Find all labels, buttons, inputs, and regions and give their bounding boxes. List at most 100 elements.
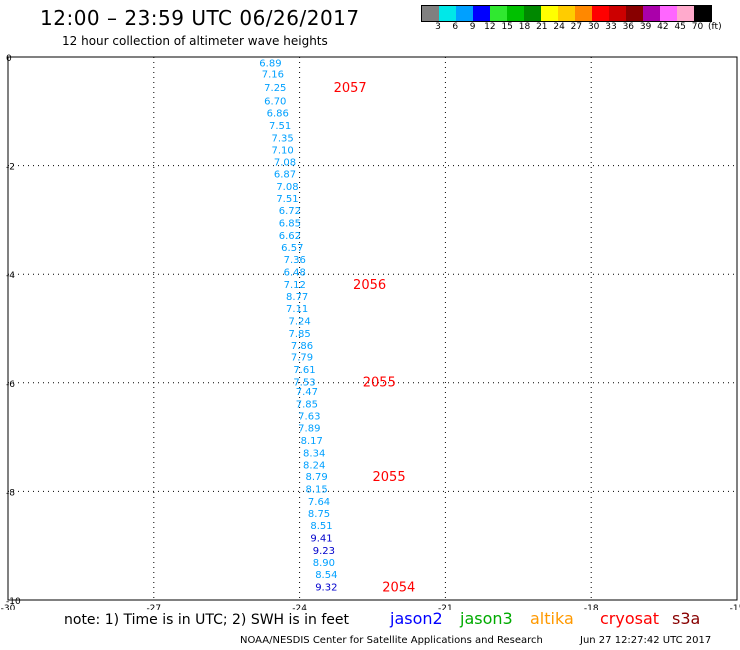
wave-height-label: 8.34 xyxy=(303,448,325,459)
legend-label: 24 xyxy=(553,22,565,32)
wave-height-label: 9.32 xyxy=(315,582,337,593)
wave-height-label: 7.24 xyxy=(288,316,310,327)
legend-label: 27 xyxy=(570,22,583,32)
wave-height-label: 7.35 xyxy=(271,133,293,144)
wave-height-label: 7.51 xyxy=(269,121,291,132)
wave-height-label: 7.63 xyxy=(298,411,320,422)
legend-label: 70 xyxy=(691,22,704,32)
wave-height-label: 9.23 xyxy=(313,546,335,557)
satellite-legend-jason3: jason3 xyxy=(460,609,513,628)
wave-height-label: 8.75 xyxy=(308,509,330,520)
legend-swatch xyxy=(490,6,507,21)
x-tick-label: -15 xyxy=(730,604,740,610)
page-title: 12:00 – 23:59 UTC 06/26/2017 xyxy=(40,6,360,30)
legend-swatch xyxy=(541,6,558,21)
wave-height-label: 6.85 xyxy=(279,219,301,230)
y-tick-label: -10 xyxy=(6,597,21,607)
footer-note: note: 1) Time is in UTC; 2) SWH is in fe… xyxy=(64,612,350,628)
wave-height-label: 7.89 xyxy=(298,423,320,434)
pass-time-label: 2057 xyxy=(334,81,367,96)
legend-swatch xyxy=(643,6,660,21)
wave-height-label: 6.86 xyxy=(267,108,289,119)
pass-time-label: 2055 xyxy=(373,470,406,485)
plot-frame xyxy=(7,56,738,601)
legend-swatch xyxy=(558,6,575,21)
y-tick-label: -8 xyxy=(6,488,15,498)
wave-height-label: 7.16 xyxy=(262,69,284,80)
satellite-legend-altika: altika xyxy=(530,609,574,628)
wave-height-label: 6.62 xyxy=(279,231,301,242)
pass-time-label: 2055 xyxy=(363,376,396,391)
legend-label: 12 xyxy=(484,22,496,32)
satellite-legend-s3a: s3a xyxy=(672,609,701,628)
wave-height-label: 7.61 xyxy=(293,365,315,376)
legend-swatch xyxy=(609,6,626,21)
satellite-legend-cryosat: cryosat xyxy=(600,609,660,628)
wave-height-label: 8.90 xyxy=(313,558,335,569)
wave-height-label: 7.53 xyxy=(293,378,315,389)
legend-label: 42 xyxy=(657,22,669,32)
wave-height-label: 7.86 xyxy=(291,341,313,352)
timestamp-text: Jun 27 12:27:42 UTC 2017 xyxy=(580,635,712,646)
x-tick-label: -24 xyxy=(292,604,307,610)
wave-height-label: 7.64 xyxy=(308,497,330,508)
legend-swatch xyxy=(422,6,439,21)
wave-height-label: 6.48 xyxy=(284,267,306,278)
legend-swatch xyxy=(592,6,609,21)
legend-swatch xyxy=(524,6,541,21)
x-tick-label: -27 xyxy=(146,604,161,610)
legend-label: 3 xyxy=(435,22,441,32)
color-legend xyxy=(421,5,712,22)
legend-swatch xyxy=(694,6,711,21)
legend-swatch xyxy=(660,6,677,21)
wave-height-label: 7.11 xyxy=(286,304,308,315)
wave-height-label: 9.41 xyxy=(310,534,332,545)
y-tick-label: -4 xyxy=(6,271,15,281)
legend-swatch xyxy=(439,6,456,21)
wave-height-label: 8.54 xyxy=(315,570,337,581)
legend-swatch xyxy=(575,6,592,21)
legend-label: (ft) xyxy=(708,22,722,32)
wave-height-label: 7.10 xyxy=(271,145,293,156)
pass-time-label: 2056 xyxy=(353,278,386,293)
legend-label: 9 xyxy=(469,22,476,32)
legend-label: 18 xyxy=(518,22,531,32)
wave-height-label: 7.79 xyxy=(291,353,313,364)
legend-label: 30 xyxy=(587,22,600,32)
x-tick-label: -18 xyxy=(584,604,599,610)
wave-height-label: 7.12 xyxy=(284,280,306,291)
wave-height-label: 6.70 xyxy=(264,96,286,107)
color-legend-labels: 3 6 9 12 15 18 21 24 27 30 33 36 39 42 45 70 (ft) xyxy=(421,22,740,34)
wave-height-label: 8.24 xyxy=(303,460,325,471)
x-tick-label: -21 xyxy=(438,604,453,610)
legend-label: 39 xyxy=(639,22,652,32)
y-tick-label: -6 xyxy=(6,380,15,390)
legend-swatch xyxy=(507,6,524,21)
wave-height-plot: -30 -27 -24 -21 -18 -15 0 -2 -4 -6 -8 -10 6.897.16 7.… xyxy=(1,54,740,610)
y-tick-label: 0 xyxy=(6,54,12,64)
legend-label: 6 xyxy=(452,22,459,32)
satellite-legend-jason2: jason2 xyxy=(390,609,443,628)
wave-height-label: 6.72 xyxy=(279,206,301,217)
wave-height-label: 6.87 xyxy=(274,170,296,181)
legend-swatch xyxy=(456,6,473,21)
legend-label: 45 xyxy=(674,22,686,32)
legend-label: 15 xyxy=(501,22,513,32)
wave-height-label: 8.17 xyxy=(301,436,323,447)
credit-text: NOAA/NESDIS Center for Satellite Applica… xyxy=(240,635,543,646)
wave-height-label: 6.89 xyxy=(259,58,281,69)
wave-height-label: 7.25 xyxy=(264,83,286,94)
legend-swatch xyxy=(626,6,643,21)
wave-height-label: 8.77 xyxy=(286,292,308,303)
wave-height-label: 7.08 xyxy=(274,157,296,168)
pass-time-label: 2054 xyxy=(382,580,415,595)
wave-height-label: 7.51 xyxy=(276,194,298,205)
page-subtitle: 12 hour collection of altimeter wave hei… xyxy=(62,34,328,48)
x-tick-label: -30 xyxy=(1,604,16,610)
y-tick-label: -2 xyxy=(6,163,15,173)
wave-height-label: 7.85 xyxy=(288,329,310,340)
legend-swatch xyxy=(677,6,694,21)
legend-label: 21 xyxy=(536,22,548,32)
wave-height-label: 7.47 xyxy=(296,387,318,398)
wave-height-label: 8.79 xyxy=(305,472,327,483)
